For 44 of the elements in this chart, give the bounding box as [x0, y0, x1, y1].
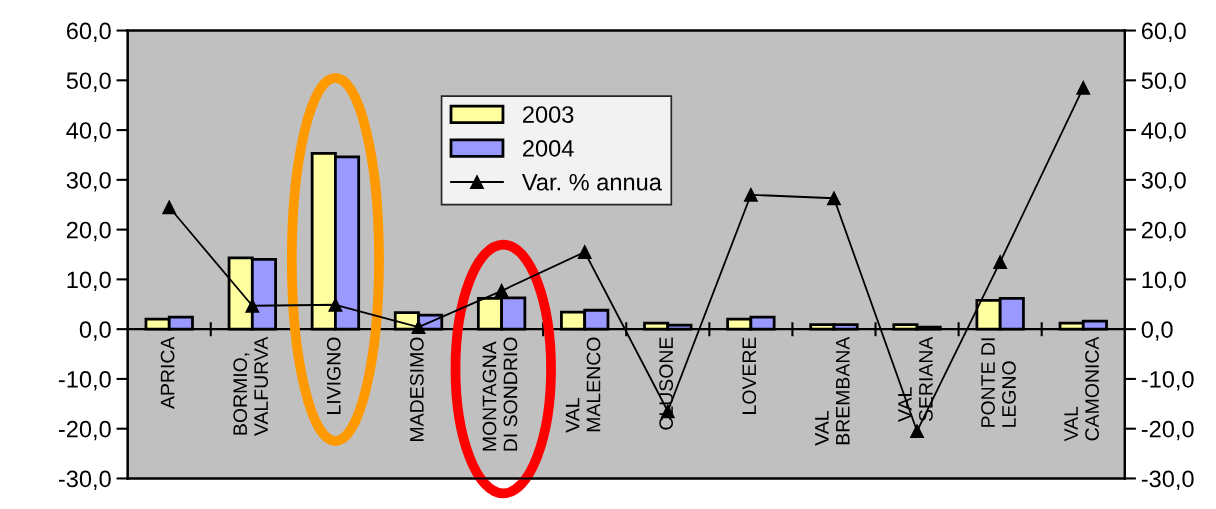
y2-tick-label: 50,0: [1141, 72, 1186, 92]
x-tick-label: VAL BREMBANA: [815, 336, 850, 446]
point: [328, 297, 343, 312]
x-tick-label: VAL MALENCO: [565, 337, 601, 433]
point: [743, 187, 758, 202]
y-tick-label: -30,0: [58, 470, 111, 491]
y-tick-label: -20,0: [58, 420, 111, 441]
y-tick-label: 50,0: [66, 72, 111, 92]
point: [1076, 80, 1091, 95]
x-tick-label: BORMIO, VALFURVA: [233, 336, 269, 436]
point: [993, 255, 1008, 269]
y2-tick-label: 0,0: [1141, 321, 1173, 341]
x-tick-label: MADESIMO: [409, 337, 424, 441]
point: [245, 298, 260, 313]
point: [162, 200, 177, 215]
point: [411, 320, 426, 335]
legend-label: 2004: [523, 139, 574, 157]
legend-label: 2003: [523, 106, 574, 123]
y2-tick-label: -30,0: [1141, 470, 1194, 491]
x-tick-label: PONTE DI LEGNO: [981, 338, 1016, 427]
point: [577, 245, 592, 259]
y2-tick-label: 20,0: [1141, 221, 1186, 242]
y2-tick-label: 30,0: [1141, 171, 1186, 192]
y-tick-label: 0,0: [79, 321, 111, 341]
x-tick-label: APRICA: [160, 336, 175, 409]
y2-tick-label: -20,0: [1141, 420, 1194, 441]
y2-tick-label: 60,0: [1141, 22, 1186, 43]
legend-label: Var. % annua: [521, 173, 662, 191]
y-tick-label: 40,0: [66, 122, 111, 142]
point: [910, 424, 925, 439]
y-tick-label: 10,0: [67, 271, 111, 291]
y2-tick-label: 10,0: [1142, 271, 1186, 291]
x-tick-label: VAL CAMONICA: [1064, 336, 1099, 442]
y2-tick-label: 40,0: [1141, 122, 1186, 142]
x-tick-label: MONTAGNA DI SONDRIO: [482, 337, 518, 451]
x-tick-label: LOVERE: [742, 337, 757, 414]
point: [494, 283, 509, 298]
point: [827, 191, 841, 206]
y-tick-label: -10,0: [58, 370, 111, 391]
y-tick-label: 30,0: [66, 171, 111, 192]
x-tick-label: LIVIGNO: [326, 337, 341, 414]
y-tick-label: 20,0: [66, 221, 111, 242]
y-tick-label: 60,0: [66, 22, 111, 43]
y2-tick-label: -10,0: [1141, 370, 1194, 391]
